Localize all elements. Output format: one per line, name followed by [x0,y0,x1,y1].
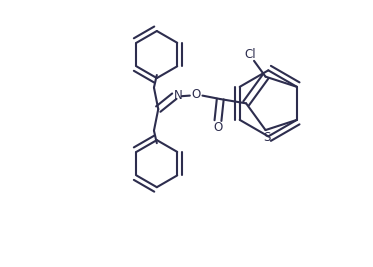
Text: S: S [263,131,271,144]
Text: N: N [174,89,182,102]
Text: O: O [191,88,201,101]
Text: Cl: Cl [245,48,256,61]
Text: O: O [213,121,223,134]
